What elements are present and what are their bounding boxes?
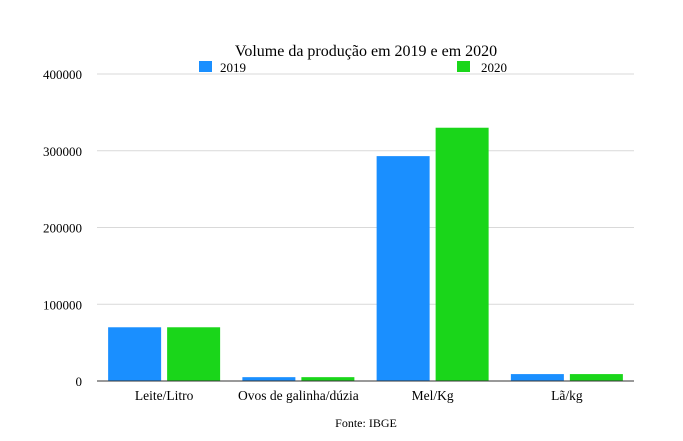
legend-label-2020: 2020 xyxy=(481,60,507,75)
x-tick-label: Leite/Litro xyxy=(135,388,194,403)
bar-2019-3 xyxy=(510,374,564,381)
legend-label-2019: 2019 xyxy=(220,60,246,75)
y-tick-label: 0 xyxy=(76,374,83,389)
legend: 2019 2020 xyxy=(199,60,507,75)
chart-source: Fonte: IBGE xyxy=(335,416,397,430)
y-axis-ticks: 0 100000 200000 300000 400000 xyxy=(43,67,82,389)
x-axis-labels: Leite/Litro Ovos de galinha/dúzia Mel/Kg Lã… xyxy=(135,388,583,403)
bar-2020-1 xyxy=(301,377,355,381)
bar-2019-0 xyxy=(108,327,162,381)
bar-2019-1 xyxy=(242,377,296,381)
bar-2020-0 xyxy=(167,327,221,381)
bar-2019-2 xyxy=(376,156,430,381)
x-tick-label: Mel/Kg xyxy=(412,388,454,403)
y-tick-label: 100000 xyxy=(43,297,82,312)
bars xyxy=(108,127,623,381)
y-tick-label: 200000 xyxy=(43,221,82,236)
legend-swatch-2020 xyxy=(457,61,470,72)
x-tick-label: Ovos de galinha/dúzia xyxy=(238,388,359,403)
chart-title: Volume da produção em 2019 e em 2020 xyxy=(235,43,497,60)
y-tick-label: 300000 xyxy=(43,144,82,159)
bar-2020-3 xyxy=(569,374,623,381)
gridlines xyxy=(97,73,634,305)
legend-swatch-2019 xyxy=(199,61,212,72)
bar-2020-2 xyxy=(435,127,489,381)
y-tick-label: 400000 xyxy=(43,67,82,82)
x-tick-label: Lã/kg xyxy=(551,388,583,403)
